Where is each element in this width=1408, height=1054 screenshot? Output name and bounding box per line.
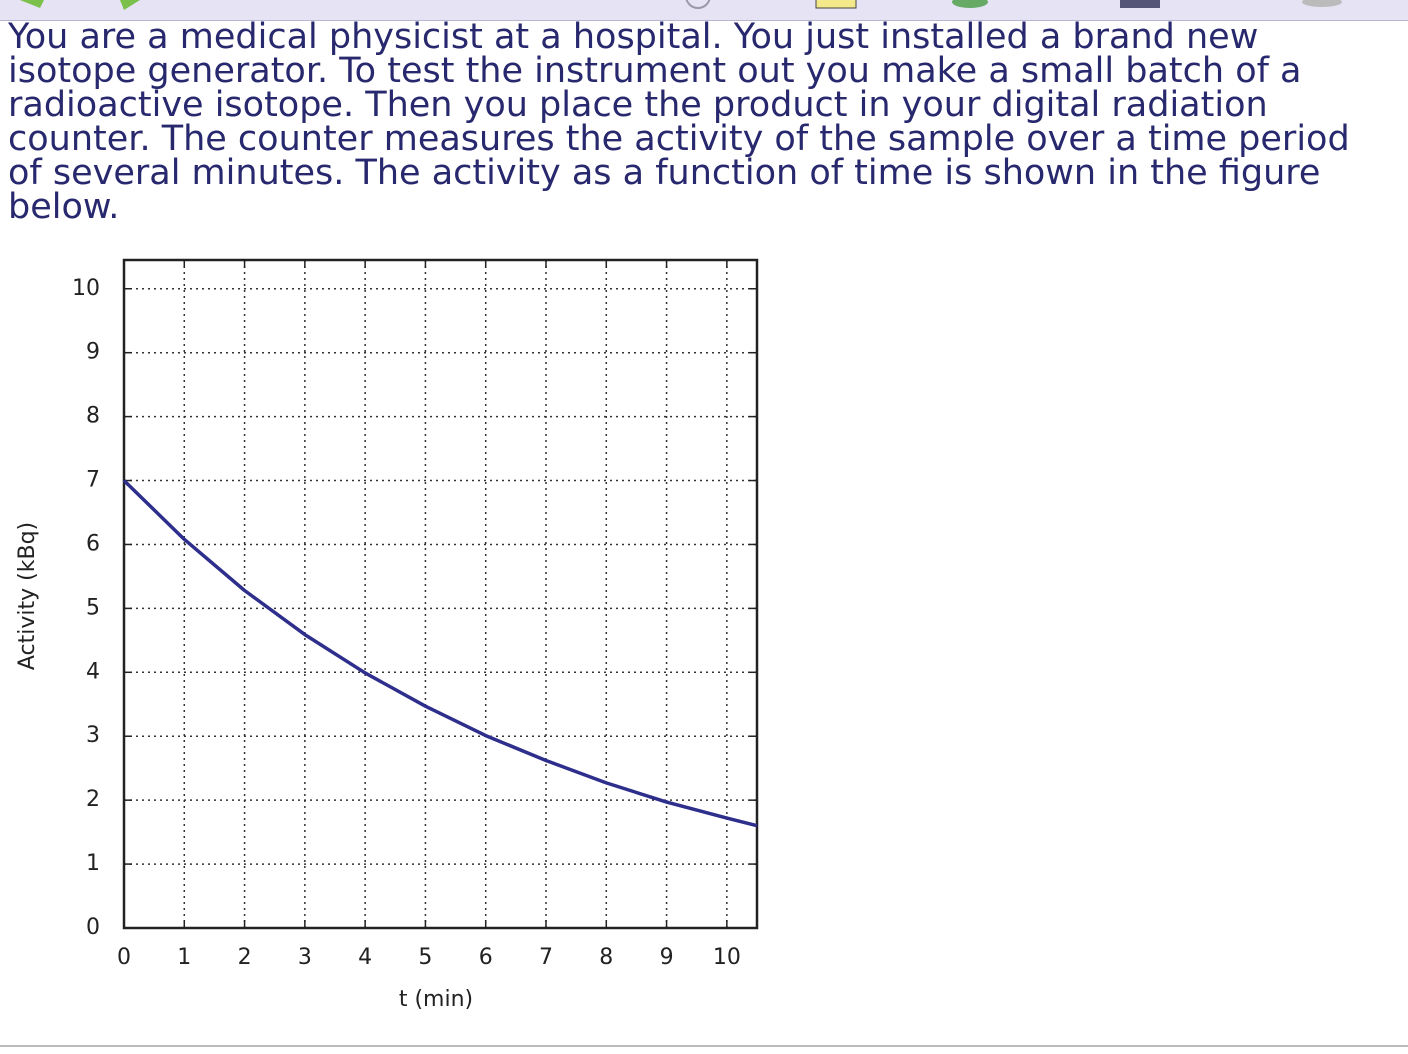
divider	[0, 1045, 1408, 1047]
question-text: You are a medical physicist at a hospita…	[8, 17, 1350, 227]
y-tick-label: 6	[86, 531, 100, 556]
y-tick-label: 4	[86, 659, 100, 684]
y-tick-label: 9	[86, 340, 100, 365]
question-line: below.	[8, 187, 120, 227]
icon[interactable]	[1302, 0, 1342, 7]
x-tick-label: 9	[660, 945, 674, 970]
y-tick-label: 8	[86, 404, 100, 429]
toolbar	[0, 0, 1408, 21]
x-tick-label: 6	[479, 945, 493, 970]
icon[interactable]	[952, 0, 988, 8]
forward-icon[interactable]	[120, 0, 140, 10]
x-tick-label: 3	[298, 945, 312, 970]
data-line	[122, 479, 758, 828]
y-tick-label: 7	[86, 468, 100, 493]
back-icon[interactable]	[20, 0, 44, 8]
question-line: You are a medical physicist at a hospita…	[8, 17, 1259, 57]
y-axis-label: Activity (kBq)	[15, 522, 40, 670]
y-tick-label: 5	[86, 595, 100, 620]
y-tick-label: 10	[72, 276, 100, 301]
x-tick-label: 7	[539, 945, 553, 970]
x-tick-label: 4	[358, 945, 372, 970]
question-line: radioactive isotope. Then you place the …	[8, 85, 1268, 125]
question-line: counter. The counter measures the activi…	[8, 119, 1350, 159]
plot-frame	[122, 258, 759, 930]
x-tick-label: 5	[418, 945, 432, 970]
toolbar-icons	[20, 0, 1342, 10]
x-tick-label: 10	[713, 945, 741, 970]
x-tick-label: 1	[177, 945, 191, 970]
question-line: isotope generator. To test the instrumen…	[8, 51, 1302, 91]
icon[interactable]	[1120, 0, 1160, 8]
icon[interactable]	[815, 0, 857, 9]
chart: Activity (kBq) t (min) 0 1 2 3 4 5 6 7 8 9 10 0 1 2 3 4…	[15, 258, 759, 1012]
y-tick-label: 1	[86, 851, 100, 876]
y-tick-label: 3	[86, 723, 100, 748]
x-tick-label: 0	[117, 945, 131, 970]
y-tick-label: 0	[86, 915, 100, 940]
icon[interactable]	[685, 0, 711, 9]
x-tick-label: 2	[238, 945, 252, 970]
x-tick-label: 8	[599, 945, 613, 970]
question-line: of several minutes. The activity as a fu…	[8, 153, 1321, 193]
y-tick-label: 2	[86, 787, 100, 812]
x-axis-label: t (min)	[399, 987, 473, 1012]
